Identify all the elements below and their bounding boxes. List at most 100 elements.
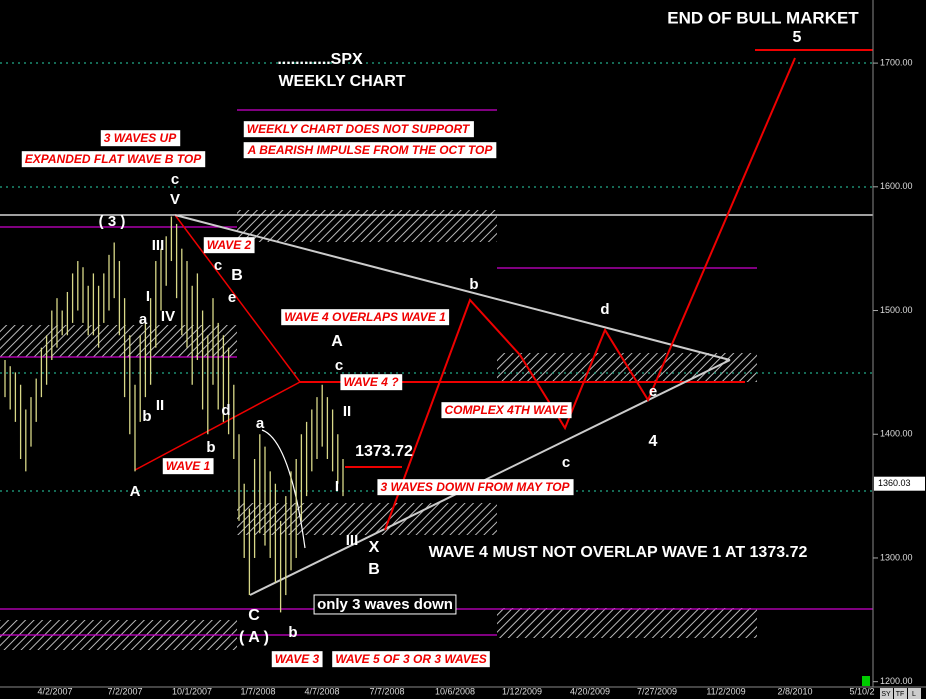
toolbar-label: TF xyxy=(896,691,905,698)
annotation: ............SPX xyxy=(277,51,363,68)
toolbar-button[interactable] xyxy=(894,688,907,699)
y-tick-label: 1500.00 xyxy=(880,305,913,315)
annotation-box xyxy=(340,374,403,391)
annotation: C xyxy=(248,607,260,624)
annotation: WAVE 2 xyxy=(207,238,252,252)
toolbar-label: SY xyxy=(881,691,891,698)
annotation: c xyxy=(562,454,570,471)
x-tick-label: 10/1/2007 xyxy=(172,686,212,696)
y-tick-label: 1700.00 xyxy=(880,57,913,67)
x-tick-label: 1/12/2009 xyxy=(502,686,542,696)
y-tick-label: 1400.00 xyxy=(880,429,913,439)
annotation: ( A ) xyxy=(239,629,269,646)
annotation: 4 xyxy=(649,433,658,450)
annotation: b xyxy=(142,408,151,425)
annotation: e xyxy=(228,289,236,306)
x-tick-label: 4/20/2009 xyxy=(570,686,610,696)
annotation: ( 3 ) xyxy=(99,213,126,230)
annotation: END OF BULL MARKET xyxy=(667,8,859,27)
annotation-box xyxy=(271,651,323,668)
annotation: III xyxy=(346,532,359,549)
annotation: IV xyxy=(161,308,175,325)
toolbar-button[interactable] xyxy=(880,688,893,699)
annotation-box xyxy=(21,151,206,168)
x-tick-label: 4/7/2008 xyxy=(304,686,339,696)
annotation: 3 WAVES UP xyxy=(104,131,177,145)
arrow xyxy=(261,429,306,549)
annotation: B xyxy=(368,561,380,578)
annotation: I xyxy=(335,478,339,495)
annotation: II xyxy=(156,397,164,414)
annotation: b xyxy=(288,624,297,641)
annotation: B xyxy=(231,267,243,284)
annotation-box xyxy=(281,309,450,326)
annotation: V xyxy=(170,191,180,208)
annotation-box xyxy=(203,237,255,254)
annotation: c xyxy=(214,257,222,274)
indicator xyxy=(862,676,870,686)
annotation: b xyxy=(469,276,478,293)
toolbar-label: L xyxy=(912,691,916,698)
trend xyxy=(174,214,301,383)
trend xyxy=(134,381,301,471)
annotation: WEEKLY CHART DOES NOT SUPPORT xyxy=(247,122,471,136)
annotation: A xyxy=(331,333,343,350)
annotation-box xyxy=(100,130,181,147)
y-tick-label: 1300.00 xyxy=(880,552,913,562)
triangle xyxy=(174,214,731,361)
annotation: A BEARISH IMPULSE FROM THE OCT TOP xyxy=(247,143,494,157)
annotation: WAVE 1 xyxy=(166,459,211,473)
annotation: WAVE 4 OVERLAPS WAVE 1 xyxy=(284,310,446,324)
annotation-box xyxy=(377,479,574,496)
annotation-box xyxy=(162,458,214,475)
annotation-box xyxy=(332,651,490,668)
annotation: I xyxy=(146,288,150,305)
triangle xyxy=(249,359,731,596)
x-tick-label: 1/7/2008 xyxy=(240,686,275,696)
annotation: a xyxy=(256,415,265,432)
annotation-box xyxy=(243,121,474,138)
annotation: c xyxy=(171,171,179,188)
x-tick-label: 7/7/2008 xyxy=(369,686,404,696)
annotation: d xyxy=(221,402,230,419)
zone xyxy=(497,608,757,638)
price-bars xyxy=(4,216,344,613)
x-tick-label: 10/6/2008 xyxy=(435,686,475,696)
x-tick-label: 7/2/2007 xyxy=(107,686,142,696)
annotation: e xyxy=(649,383,657,400)
x-tick-label: 5/10/2 xyxy=(849,686,874,696)
annotation: WAVE 3 xyxy=(275,652,320,666)
last-price-box xyxy=(874,476,925,491)
annotation: X xyxy=(369,539,380,556)
annotation: b xyxy=(206,439,215,456)
annotation: WEEKLY CHART xyxy=(278,73,405,90)
annotation: III xyxy=(152,237,165,254)
annotation: 5 xyxy=(793,29,802,46)
annotation: d xyxy=(600,301,609,318)
annotation: II xyxy=(343,403,351,420)
projection xyxy=(384,57,796,531)
levels xyxy=(0,49,873,636)
annotation: only 3 waves down xyxy=(317,596,453,613)
annotation-box xyxy=(243,142,497,159)
annotation: WAVE 4 MUST NOT OVERLAP WAVE 1 AT 1373.7… xyxy=(429,544,808,561)
annotation: WAVE 5 OF 3 OR 3 WAVES xyxy=(335,652,487,666)
annotation: EXPANDED FLAT WAVE B TOP xyxy=(25,152,202,166)
annotation: A xyxy=(130,483,141,500)
annotations: END OF BULL MARKET 5 ............SPX WEEKLY… xyxy=(21,8,859,668)
annotation-box xyxy=(313,594,457,615)
x-tick-label: 7/27/2009 xyxy=(637,686,677,696)
x-tick-label: 4/2/2007 xyxy=(37,686,72,696)
annotation: 1373.72 xyxy=(355,443,413,460)
toolbar-button[interactable] xyxy=(908,688,921,699)
x-tick-label: 11/2/2009 xyxy=(706,686,745,696)
annotation: COMPLEX 4TH WAVE xyxy=(444,403,568,417)
y-tick-label: 1200.00 xyxy=(880,676,913,686)
axis-panel xyxy=(873,0,926,699)
annotation: c xyxy=(335,357,343,374)
x-tick-label: 2/8/2010 xyxy=(777,686,812,696)
annotation: WAVE 4 ? xyxy=(343,375,399,389)
annotation: 3 WAVES DOWN FROM MAY TOP xyxy=(380,480,570,494)
annotation-box xyxy=(441,402,572,419)
